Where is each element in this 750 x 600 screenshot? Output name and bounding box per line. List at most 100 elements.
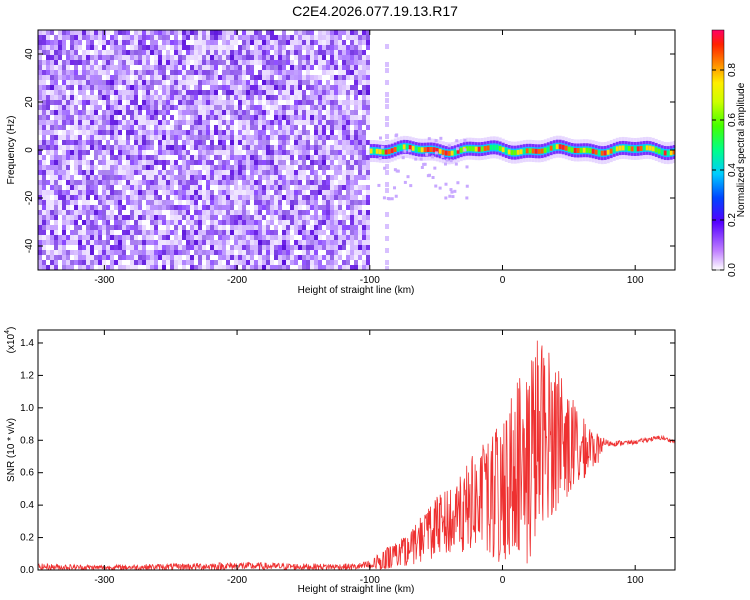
y-tick-label: -40 (24, 238, 35, 253)
heat-cell (158, 200, 162, 205)
heat-cell (146, 185, 150, 190)
heat-cell (358, 35, 362, 40)
heat-cell (70, 260, 74, 265)
heat-cell (399, 144, 403, 150)
heat-cell (166, 230, 170, 235)
heat-cell (54, 100, 58, 105)
heat-cell (338, 240, 342, 245)
heat-cell (310, 190, 314, 195)
heat-cell (242, 115, 246, 120)
heat-cell (210, 245, 214, 250)
heat-cell (122, 45, 126, 50)
heat-cell (286, 265, 290, 270)
heat-cell (46, 105, 50, 110)
heat-cell (346, 105, 350, 110)
heat-cell (62, 35, 66, 40)
heat-cell (98, 65, 102, 70)
heat-cell (38, 120, 42, 125)
heat-cell (382, 196, 386, 200)
heat-cell (258, 100, 262, 105)
heat-cell (286, 255, 290, 260)
heat-cell (110, 230, 114, 235)
heat-cell (262, 230, 266, 235)
heat-cell (142, 160, 146, 165)
heat-cell (258, 200, 262, 205)
heat-cell (186, 35, 190, 40)
heat-cell (210, 80, 214, 85)
heat-cell (314, 80, 318, 85)
heat-cell (298, 190, 302, 195)
heat-cell (444, 162, 448, 166)
heat-cell (190, 125, 194, 130)
heat-cell (346, 65, 350, 70)
heat-cell (302, 30, 306, 35)
heat-cell (330, 110, 334, 115)
heat-cell (202, 100, 206, 105)
heat-cell (338, 90, 342, 95)
heat-cell (134, 115, 138, 120)
heat-cell (306, 130, 310, 135)
heat-cell (456, 148, 460, 154)
heat-cell (158, 160, 162, 165)
heat-cell (206, 175, 210, 180)
heat-cell (314, 230, 318, 235)
heat-cell (286, 100, 290, 105)
heat-cell (242, 135, 246, 140)
heat-cell (202, 50, 206, 55)
heat-cell (218, 85, 222, 90)
heat-cell (214, 130, 218, 135)
heat-cell (158, 240, 162, 245)
heat-cell (154, 210, 158, 215)
heat-cell (507, 149, 511, 155)
heat-cell (218, 115, 222, 120)
heat-cell (50, 215, 54, 220)
heat-cell (142, 130, 146, 135)
heat-cell (190, 235, 194, 240)
heat-cell (42, 100, 46, 105)
heat-cell (334, 90, 338, 95)
heat-cell (78, 230, 82, 235)
heat-cell (387, 149, 391, 155)
heat-cell (330, 165, 334, 170)
heat-cell (46, 120, 50, 125)
heat-cell (122, 240, 126, 245)
heat-cell (130, 90, 134, 95)
heat-cell (298, 70, 302, 75)
heat-cell (222, 245, 226, 250)
heat-cell (146, 155, 150, 160)
heat-cell (194, 70, 198, 75)
heat-cell (122, 175, 126, 180)
heat-cell (306, 260, 310, 265)
heat-cell (294, 145, 298, 150)
heat-cell (170, 75, 174, 80)
heat-cell (258, 90, 262, 95)
heat-cell (114, 250, 118, 255)
heat-cell (390, 148, 394, 154)
heat-cell (74, 65, 78, 70)
heat-cell (122, 190, 126, 195)
heat-cell (270, 240, 274, 245)
heat-cell (170, 70, 174, 75)
heat-cell (122, 255, 126, 260)
heat-cell (334, 185, 338, 190)
heat-cell (362, 65, 366, 70)
heat-cell (278, 140, 282, 145)
heat-cell (254, 235, 258, 240)
heat-cell (286, 220, 290, 225)
heat-cell (354, 30, 358, 35)
heat-cell (130, 135, 134, 140)
heat-cell (106, 220, 110, 225)
heat-cell (126, 245, 130, 250)
heat-cell (206, 90, 210, 95)
heat-cell (318, 80, 322, 85)
heat-cell (214, 95, 218, 100)
heat-cell (130, 55, 134, 60)
heat-cell (222, 80, 226, 85)
heat-cell (158, 145, 162, 150)
heat-cell (94, 30, 98, 35)
heat-cell (158, 195, 162, 200)
heat-cell (138, 120, 142, 125)
heat-cell (154, 255, 158, 260)
heat-cell (230, 95, 234, 100)
heat-cell (226, 40, 230, 45)
